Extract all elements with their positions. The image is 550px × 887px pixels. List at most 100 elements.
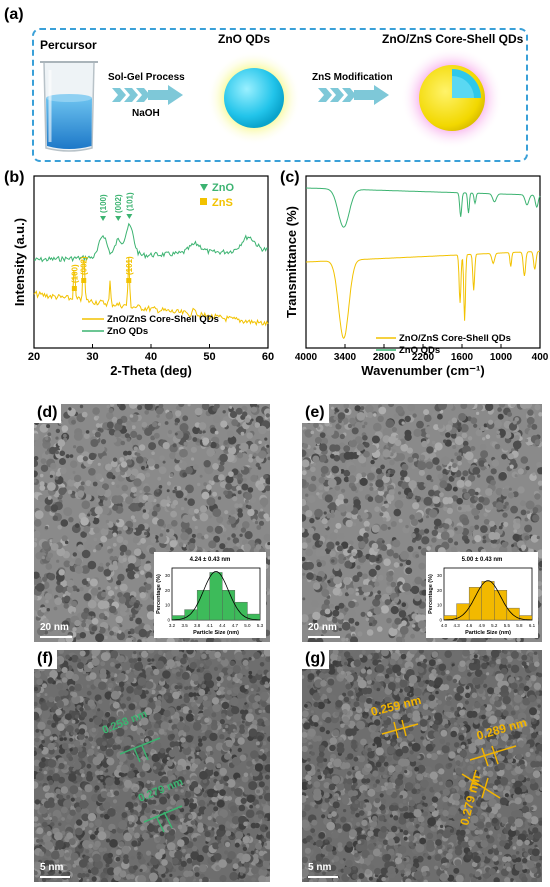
ftir-xtick-label: 3400 (334, 352, 357, 363)
histogram-ylabel: Percentage (%) (428, 574, 434, 614)
step1-top-label: Sol-Gel Process (108, 72, 185, 83)
histogram-bar (468, 587, 482, 621)
ftir-xtick-label: 4000 (295, 352, 318, 363)
histogram-title: 4.24 ± 0.43 nm (190, 557, 231, 563)
step1-arrow-icon (112, 85, 183, 105)
xrd-zno-series-line (33, 222, 269, 263)
histogram-ytick-label: 30 (437, 573, 443, 578)
histogram-xtick-label: 3.5 (181, 623, 188, 628)
histogram-xtick-label: 4.1 (207, 623, 214, 628)
lattice-annotations-g: 0.259 nm 0.289 nm 0.279 nm (369, 693, 528, 827)
histogram-bar (184, 609, 198, 621)
legend-zno-label: ZnO QDs (107, 326, 148, 337)
ftir-zno-series-line (306, 187, 541, 228)
histogram-e: 5.00 ± 0.43 nm 4.0 4.3 4.6 4.9 5.2 5.5 5.8 6.1 0 1… (426, 552, 538, 638)
coreshell-qd-sphere-icon (401, 47, 503, 149)
zns-peak-label: (101) (125, 256, 134, 275)
d-spacing-label-g2: 0.289 nm (475, 715, 528, 743)
histogram-xtick-label: 5.8 (516, 623, 523, 628)
zns-peak-label: (002) (80, 256, 89, 275)
xrd-xtick-label: 20 (28, 351, 40, 363)
histogram-title: 5.00 ± 0.43 nm (462, 557, 503, 563)
histogram-ytick-label: 30 (165, 573, 171, 578)
panel-label-d: (d) (34, 404, 62, 423)
scalebar-label-g: 5 nm (308, 862, 332, 873)
histogram-xtick-label: 4.3 (453, 623, 460, 628)
hrtem-texture-f (34, 650, 270, 882)
precursor-label: Percursor (40, 38, 97, 52)
hrtem-image-g: (g) 0.259 nm 0.289 nm 0.279 nm 5 nm (302, 650, 542, 882)
panel-label-e: (e) (302, 404, 329, 423)
ftir-xlabel: Wavenumber (cm⁻¹) (361, 363, 484, 378)
zns-peak-marker-icon (126, 278, 132, 283)
histogram-bar (519, 615, 533, 621)
xrd-chart: (100) (002) (101)(100) (002) (101) 20 30 40 50 6… (12, 175, 274, 378)
coreshell-qds-label: ZnO/ZnS Core-Shell QDs (382, 32, 524, 46)
histogram-ylabel: Percentage (%) (156, 574, 162, 614)
histogram-xtick-label: 6.1 (529, 623, 536, 628)
ftir-xtick-label: 2200 (412, 352, 435, 363)
ftir-plot-frame (305, 175, 541, 349)
histogram-bar (209, 572, 223, 621)
zno-triangle-marker-icon (200, 184, 208, 191)
histogram-xtick-label: 5.0 (244, 623, 251, 628)
histogram-xtick-label: 5.3 (257, 623, 264, 628)
zno-peak-label: (101) (125, 192, 134, 211)
histogram-xtick-label: 5.2 (491, 623, 498, 628)
histogram-fit-curve (444, 580, 532, 621)
histogram-ytick-label: 0 (167, 618, 170, 623)
scalebar-line-g (308, 876, 338, 878)
legend-zns-marker-label: ZnS (212, 197, 233, 209)
ftir-xtick-label: 1600 (451, 352, 474, 363)
d-spacing-label-f2: 0.279 nm (137, 776, 185, 805)
panel-label-b: (b) (4, 169, 25, 186)
step2-arrow-icon (318, 85, 389, 105)
ftir-xtick-label: 1000 (490, 352, 513, 363)
ftir-coreshell-series-line (306, 250, 540, 340)
d-spacing-label-f1: 0.258 nm (101, 708, 149, 737)
xrd-ylabel: Intensity (a.u.) (12, 218, 27, 306)
scalebar-line-f (40, 876, 70, 878)
histogram-xtick-label: 5.5 (504, 623, 511, 628)
zns-square-marker-icon (200, 198, 207, 205)
panel-label-a: (a) (4, 6, 24, 23)
zns-peak-marker-icon (71, 286, 77, 291)
histogram-xlabel: Particle Size (nm) (193, 630, 239, 636)
scalebar-label-f: 5 nm (40, 862, 64, 873)
panel-label-f: (f) (34, 650, 57, 669)
histogram-d: 4.24 ± 0.43 nm 3.2 3.5 3.8 4.1 4.4 4.7 5.0 5.3 0 1… (154, 552, 266, 638)
xrd-xtick-label: 50 (203, 351, 215, 363)
xrd-xtick-label: 40 (145, 351, 157, 363)
panel-label-c: (c) (280, 169, 300, 186)
histogram-xlabel: Particle Size (nm) (465, 630, 511, 636)
zns-peak-marker-icon (81, 278, 87, 283)
histogram-bar (247, 613, 261, 621)
d-spacing-label-g3: 0.279 nm (457, 773, 483, 826)
d-spacing-label-g1: 0.259 nm (369, 693, 422, 719)
zno-qd-sphere-icon (207, 51, 301, 145)
ftir-chart: 4000 3400 2800 2200 1600 1000 400 Wavenumber (… (284, 175, 549, 378)
xrd-xtick-label: 30 (86, 351, 98, 363)
hrtem-texture-g (302, 650, 542, 882)
ftir-xtick-label: 2800 (373, 352, 396, 363)
legend-zno-marker-label: ZnO (212, 182, 234, 194)
zno-peak-label: (002) (114, 194, 123, 213)
histogram-bar (234, 601, 248, 621)
step1-bottom-label: NaOH (132, 108, 160, 119)
histogram-xtick-label: 3.8 (194, 623, 201, 628)
ftir-legend-coreshell-label: ZnO/ZnS Core-Shell QDs (399, 333, 511, 344)
ftir-xtick-label: 400 (532, 352, 549, 363)
scalebar-line-e (308, 636, 340, 638)
zno-peak-marker-icon (126, 214, 133, 219)
scalebar-line-d (40, 636, 72, 638)
zno-peak-marker-icon (115, 216, 122, 221)
ftir-legend-zno-label: ZnO QDs (399, 345, 440, 356)
step2-top-label: ZnS Modification (312, 72, 393, 83)
histogram-bar (506, 607, 520, 621)
zno-peak-marker-icon (100, 216, 107, 221)
scalebar-label-d: 20 nm (40, 622, 69, 633)
histogram-bar (222, 590, 236, 621)
panel-label-g: (g) (302, 650, 330, 669)
lattice-annotations-f: 0.258 nm 0.279 nm (101, 708, 185, 833)
histogram-bar (494, 590, 508, 621)
